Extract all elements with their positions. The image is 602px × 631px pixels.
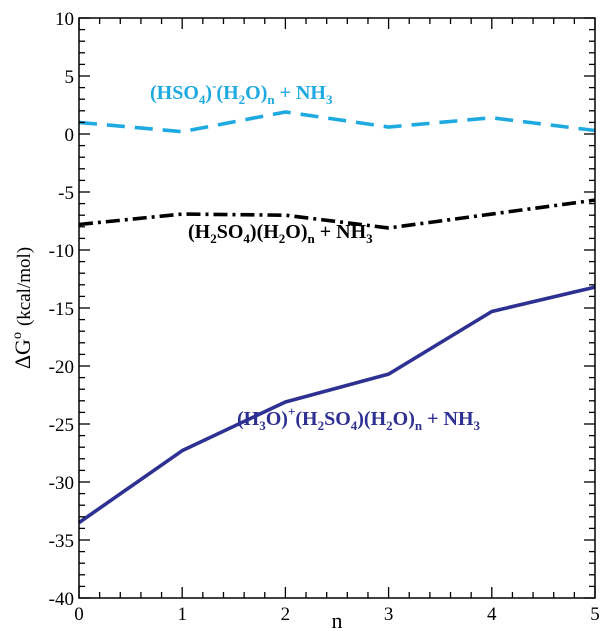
- y-axis-symbol: ΔG: [10, 339, 35, 369]
- plot-frame: [78, 17, 596, 599]
- x-tick-label: 3: [384, 604, 394, 625]
- x-tick-label: 1: [177, 604, 187, 625]
- hso4-label: (HSO4)-(H2O)n + NH3: [150, 78, 333, 107]
- y-tick-label: -20: [49, 357, 74, 378]
- y-tick-label: 10: [55, 9, 74, 30]
- h3o-label: (H3O)+(H2SO4)(H2O)n + NH3: [237, 404, 481, 433]
- x-tick-label: 4: [487, 604, 497, 625]
- x-tick-label: 2: [281, 604, 291, 625]
- tick-labels: 0 1 2 3 4 5 -40 -35 -30 -25 -20 -15 -10 -5 0 5 10: [49, 9, 600, 625]
- y-tick-label: 0: [65, 125, 75, 146]
- axis-ticks: [78, 17, 596, 599]
- x-tick-label: 5: [590, 604, 600, 625]
- h2so4-label: (H2SO4)(H2O)n + NH3: [188, 221, 373, 246]
- y-tick-label: -30: [49, 473, 74, 494]
- series-line-hso4: [78, 110, 596, 134]
- y-axis-unit: (kcal/mol): [14, 247, 35, 326]
- svg-text:ΔGo(kcal/mol): ΔGo (kcal/mol): [10, 247, 35, 369]
- y-tick-label: -35: [49, 531, 74, 552]
- series-lines: [77, 110, 596, 525]
- y-tick-label: -15: [49, 299, 74, 320]
- y-tick-label: -40: [49, 589, 74, 610]
- y-tick-label: -10: [49, 241, 74, 262]
- series-line-h2so4: [78, 198, 596, 230]
- y-tick-label: 5: [65, 67, 75, 88]
- y-axis-title: ΔGo (kcal/mol): [10, 247, 35, 369]
- series-annotations: (HSO4)-(H2O)n + NH3 (H2SO4)(H2O)n + NH3 (H…: [150, 78, 481, 433]
- x-tick-label: 0: [74, 604, 84, 625]
- y-axis-superscript: o: [10, 332, 25, 339]
- series-line-h3o: [77, 285, 596, 525]
- y-tick-label: -25: [49, 415, 74, 436]
- y-tick-label: -5: [58, 183, 74, 204]
- x-axis-title: n: [332, 608, 343, 631]
